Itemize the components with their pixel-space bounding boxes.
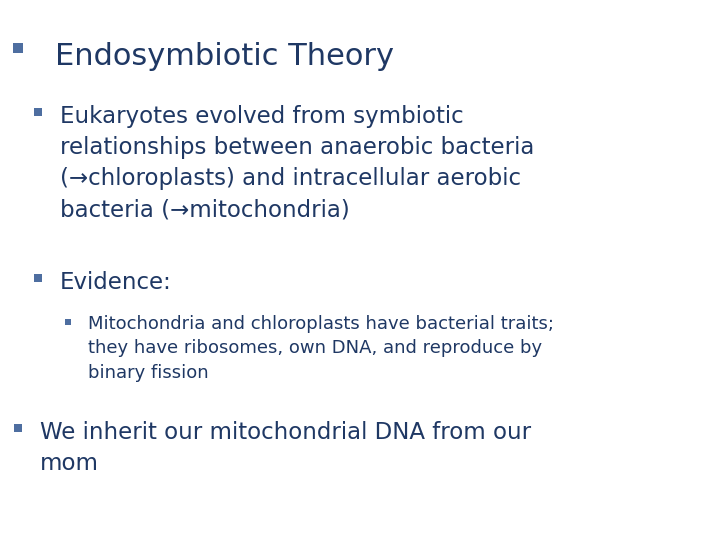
Text: Eukaryotes evolved from symbiotic
relationships between anaerobic bacteria
(→chl: Eukaryotes evolved from symbiotic relati… bbox=[60, 105, 534, 221]
Bar bbox=[34, 108, 42, 116]
Text: Endosymbiotic Theory: Endosymbiotic Theory bbox=[55, 42, 394, 71]
Bar bbox=[34, 274, 42, 282]
Text: Evidence:: Evidence: bbox=[60, 271, 172, 294]
Bar bbox=[65, 319, 71, 325]
Text: Mitochondria and chloroplasts have bacterial traits;
they have ribosomes, own DN: Mitochondria and chloroplasts have bacte… bbox=[88, 315, 554, 382]
Bar bbox=[13, 43, 23, 53]
Text: We inherit our mitochondrial DNA from our
mom: We inherit our mitochondrial DNA from ou… bbox=[40, 421, 531, 475]
Bar bbox=[14, 424, 22, 432]
